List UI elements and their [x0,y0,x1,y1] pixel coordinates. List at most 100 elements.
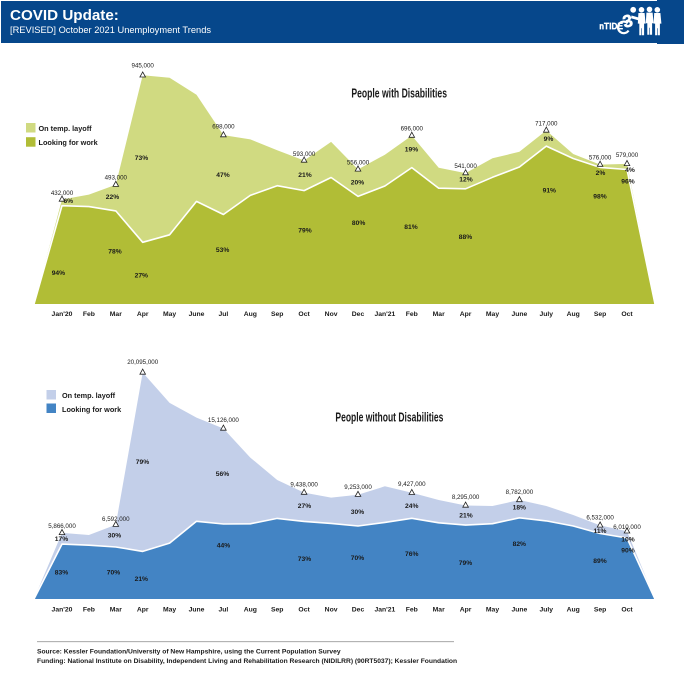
svg-text:70%: 70% [351,555,364,562]
svg-text:4%: 4% [625,167,635,174]
svg-text:6,010,000: 6,010,000 [613,524,641,531]
svg-text:21%: 21% [298,172,311,179]
svg-text:82%: 82% [513,541,526,548]
svg-text:Nov: Nov [325,607,338,614]
svg-text:579,000: 579,000 [616,152,639,159]
svg-text:493,000: 493,000 [105,174,128,181]
svg-text:Apr: Apr [460,607,472,614]
svg-text:People with Disabilities: People with Disabilities [351,85,447,100]
svg-text:Jul: Jul [218,311,228,318]
svg-text:Feb: Feb [83,311,95,318]
svg-text:On temp. layoff: On temp. layoff [62,391,116,400]
svg-text:Jan'20: Jan'20 [52,607,73,614]
svg-text:Looking for work: Looking for work [39,138,99,147]
svg-text:Apr: Apr [137,607,149,614]
svg-text:Aug: Aug [244,311,257,318]
svg-text:10%: 10% [621,537,634,544]
svg-text:24%: 24% [405,503,418,510]
svg-text:Sep: Sep [271,607,283,614]
svg-text:79%: 79% [298,228,311,235]
svg-text:73%: 73% [135,155,148,162]
svg-text:2%: 2% [596,170,606,177]
svg-text:Apr: Apr [137,311,149,318]
svg-text:Jul: Jul [218,607,228,614]
svg-text:Nov: Nov [325,311,338,318]
svg-text:30%: 30% [108,533,121,540]
svg-text:556,000: 556,000 [347,160,370,167]
svg-text:Apr: Apr [460,311,472,318]
svg-text:73%: 73% [298,556,311,563]
svg-text:6,532,000: 6,532,000 [586,515,614,522]
svg-text:90%: 90% [621,547,634,554]
svg-text:Oct: Oct [298,311,310,318]
svg-text:nTIDE: nTIDE [600,22,624,31]
svg-text:22%: 22% [106,194,119,201]
svg-text:Funding: National Institute on: Funding: National Institute on Disabilit… [37,658,457,665]
svg-text:Oct: Oct [621,311,633,318]
svg-text:698,000: 698,000 [212,123,235,130]
svg-text:Mar: Mar [110,311,122,318]
svg-text:6,592,000: 6,592,000 [102,516,130,523]
svg-text:Feb: Feb [406,607,418,614]
svg-text:576,000: 576,000 [589,154,612,161]
svg-text:8,295,000: 8,295,000 [452,494,480,501]
svg-text:717,000: 717,000 [535,121,558,128]
svg-text:Oct: Oct [298,607,310,614]
svg-text:696,000: 696,000 [401,126,424,133]
svg-text:53%: 53% [216,247,229,254]
svg-text:5,866,000: 5,866,000 [48,523,76,530]
svg-text:83%: 83% [55,570,68,577]
svg-text:Oct: Oct [621,607,633,614]
svg-text:80%: 80% [352,220,365,227]
svg-text:18%: 18% [513,505,526,512]
svg-text:Dec: Dec [352,607,365,614]
svg-text:Mar: Mar [433,311,445,318]
svg-text:May: May [163,607,176,614]
svg-text:78%: 78% [108,249,121,256]
svg-text:12%: 12% [459,176,472,183]
svg-text:Jan'20: Jan'20 [52,311,73,318]
svg-text:47%: 47% [216,172,229,179]
svg-text:945,000: 945,000 [132,63,155,70]
svg-text:44%: 44% [217,543,230,550]
svg-text:76%: 76% [405,551,418,558]
svg-text:9,438,000: 9,438,000 [290,482,318,489]
svg-text:May: May [486,607,499,614]
svg-text:541,000: 541,000 [454,163,477,170]
svg-text:Sep: Sep [271,311,283,318]
svg-text:11%: 11% [593,528,606,535]
svg-text:9,427,000: 9,427,000 [398,481,426,488]
svg-text:Aug: Aug [567,311,580,318]
svg-text:Jan'21: Jan'21 [374,311,395,318]
svg-text:Mar: Mar [433,607,445,614]
svg-text:81%: 81% [404,224,417,231]
svg-text:8,782,000: 8,782,000 [506,489,534,496]
svg-text:30%: 30% [351,509,364,516]
svg-text:9,253,000: 9,253,000 [344,484,372,491]
svg-text:May: May [163,311,176,318]
svg-text:20,095,000: 20,095,000 [127,359,159,366]
svg-text:[REVISED] October 2021 Unemplo: [REVISED] October 2021 Unemployment Tren… [10,25,211,35]
svg-text:July: July [539,607,553,614]
svg-text:On temp. layoff: On temp. layoff [39,124,93,133]
svg-text:17%: 17% [55,536,68,543]
svg-text:9%: 9% [544,136,554,143]
svg-text:21%: 21% [459,513,472,520]
svg-text:593,000: 593,000 [293,151,316,158]
svg-text:Sep: Sep [594,607,606,614]
svg-text:Source: Kessler Foundation/Uni: Source: Kessler Foundation/University of… [37,648,341,655]
svg-text:Dec: Dec [352,311,365,318]
svg-text:27%: 27% [298,503,311,510]
svg-text:June: June [189,607,205,614]
svg-text:94%: 94% [52,270,65,277]
svg-text:July: July [539,311,553,318]
svg-text:Mar: Mar [110,607,122,614]
svg-text:June: June [189,311,205,318]
svg-text:432,000: 432,000 [51,190,74,197]
svg-text:Feb: Feb [406,311,418,318]
svg-text:June: June [511,311,527,318]
svg-text:88%: 88% [459,234,472,241]
svg-text:May: May [486,311,499,318]
svg-text:Sep: Sep [594,311,606,318]
svg-text:19%: 19% [405,146,418,153]
